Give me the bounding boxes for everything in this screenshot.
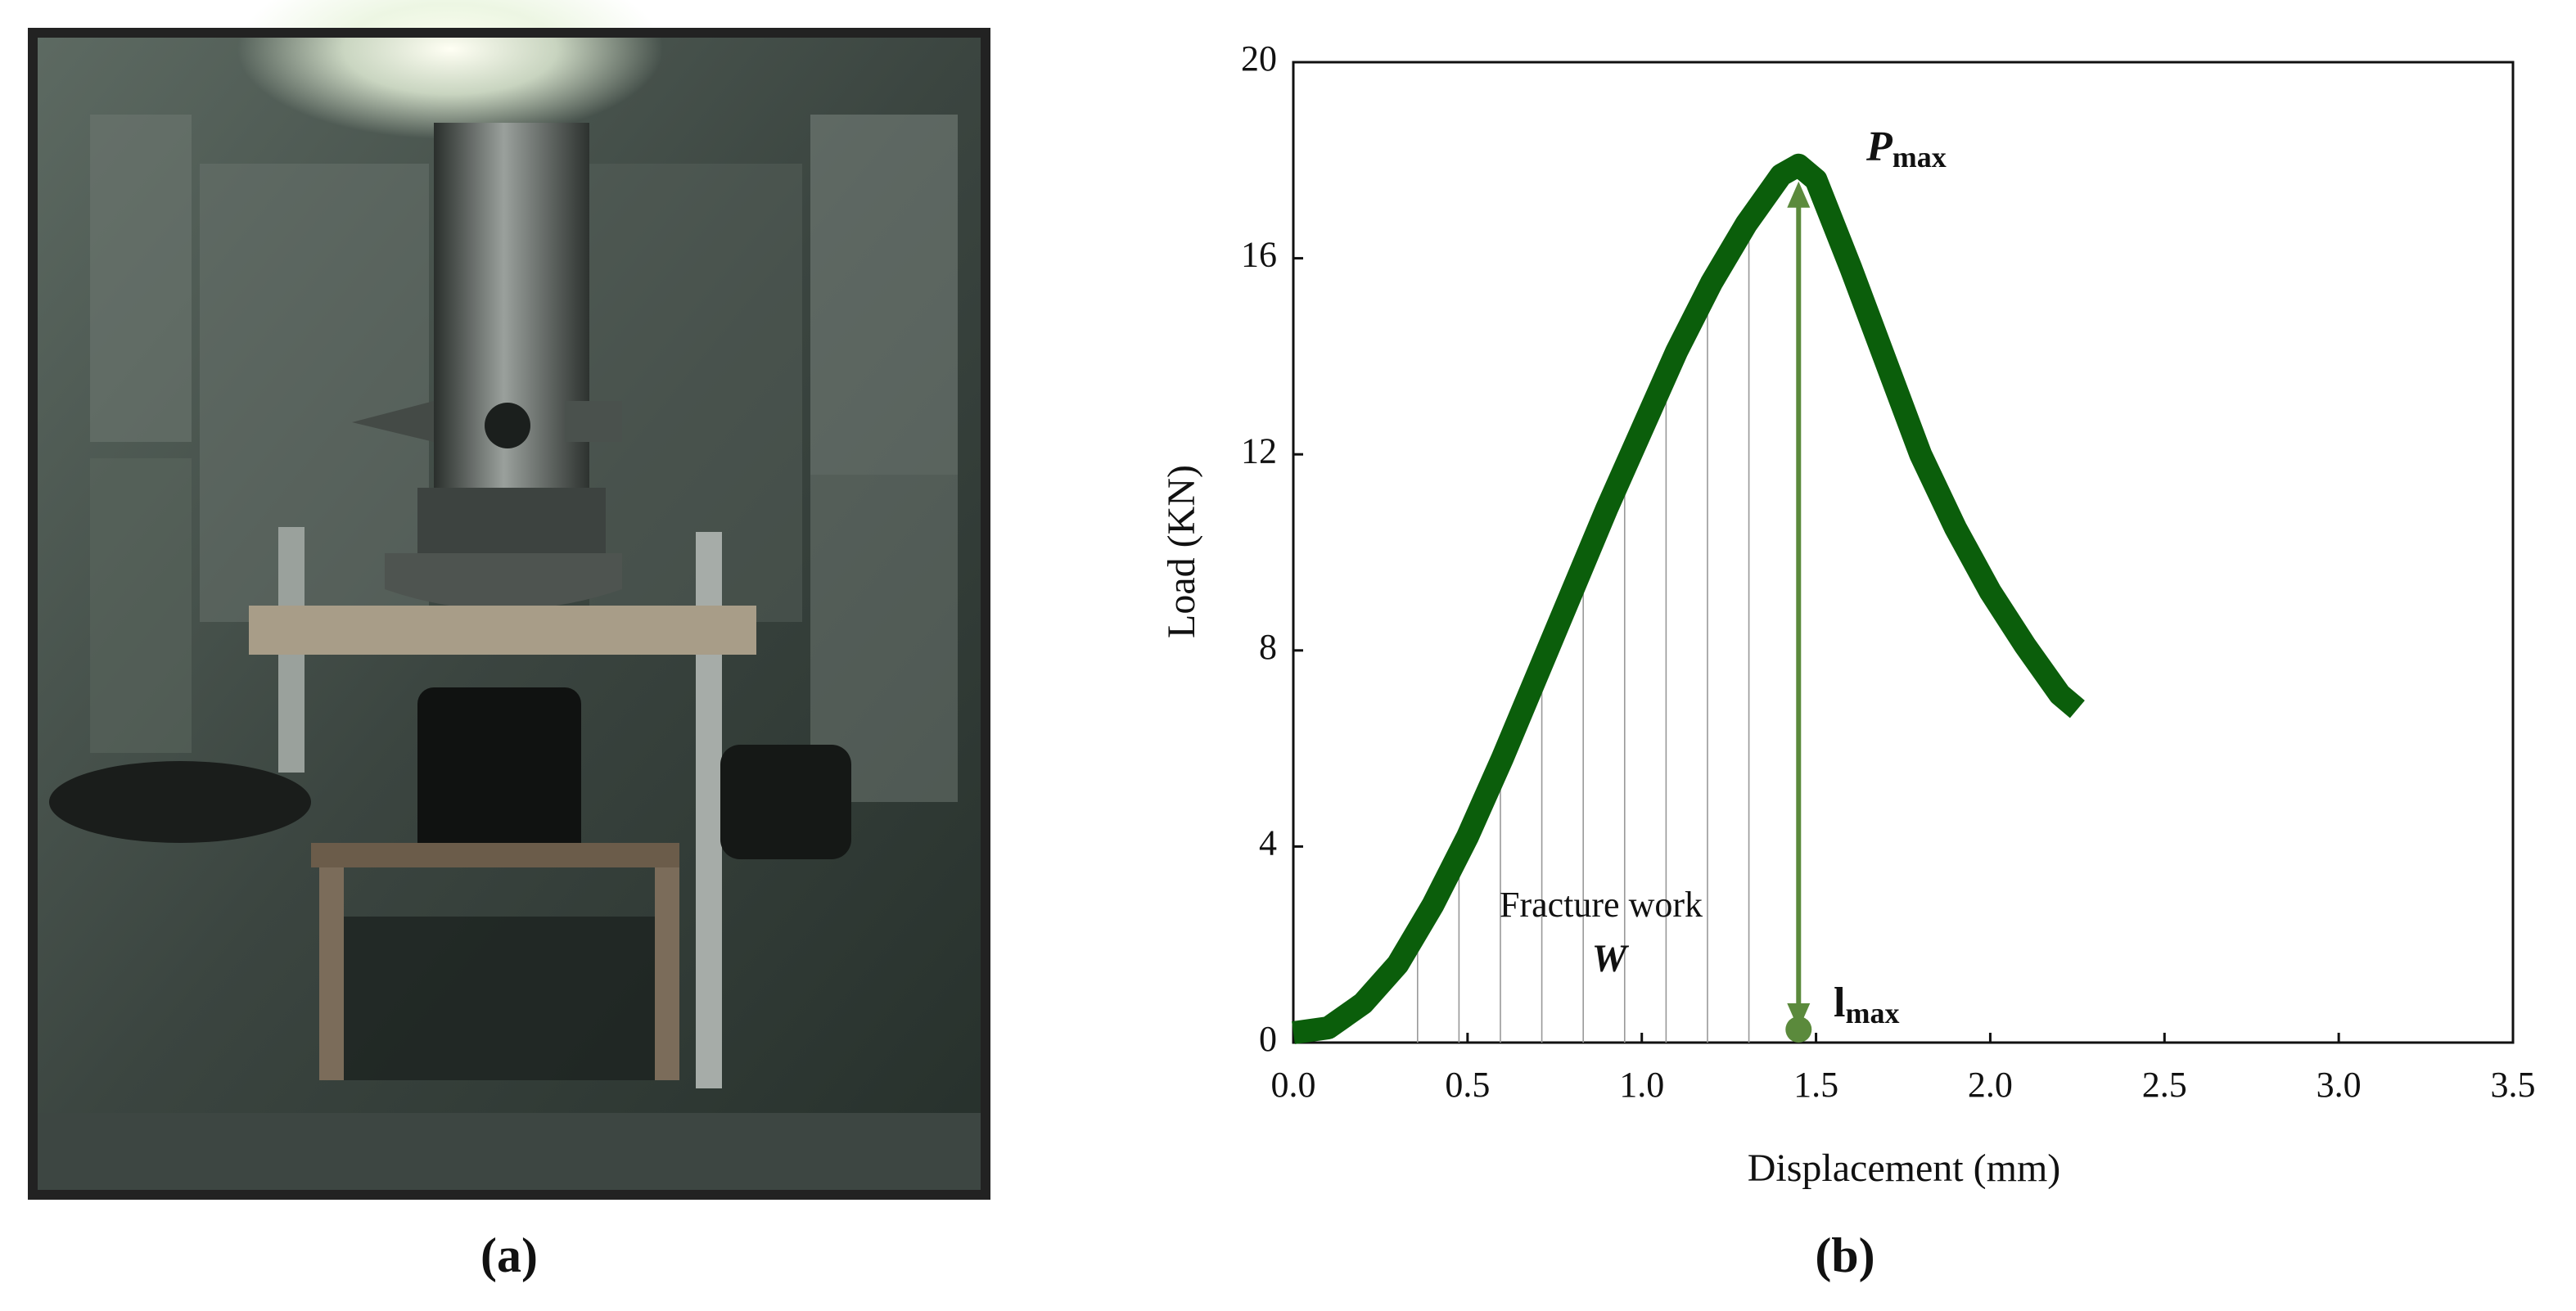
x-tick-label: 2.5 (2142, 1065, 2187, 1105)
y-tick-label: 16 (1241, 235, 1277, 275)
annotation: W (1592, 937, 1630, 980)
y-tick-label: 20 (1241, 38, 1277, 79)
y-axis-title: Load (KN) (1160, 465, 1203, 638)
y-tick-label: 12 (1241, 430, 1277, 471)
x-axis-title: Displacement (mm) (1748, 1147, 2061, 1190)
x-tick-label: 0.0 (1271, 1065, 1316, 1105)
annotation-sub: max (1893, 141, 1947, 173)
y-tick-label: 4 (1259, 822, 1277, 863)
x-tick-label: 1.0 (1619, 1065, 1664, 1105)
peak-foot (1785, 1016, 1812, 1043)
annotation-sub: max (1845, 997, 1899, 1029)
annotation-text: l (1834, 980, 1845, 1026)
y-tick-label: 0 (1259, 1019, 1277, 1059)
x-tick-label: 1.5 (1793, 1065, 1838, 1105)
annotation: Pmax (1865, 124, 1947, 173)
y-tick-label: 8 (1259, 627, 1277, 667)
x-tick-label: 2.0 (1968, 1065, 2013, 1105)
plot-frame (1292, 61, 2515, 1044)
caption: (b) (1815, 1228, 1874, 1282)
annotation: Fracture work (1500, 885, 1703, 925)
x-tick-label: 3.0 (2317, 1065, 2362, 1105)
arrow-head (1787, 181, 1811, 208)
load-curve (1292, 153, 2085, 1044)
x-tick-label: 0.5 (1445, 1065, 1490, 1105)
x-tick-label: 3.5 (2491, 1065, 2536, 1105)
annotation-text: P (1865, 124, 1893, 170)
caption: (a) (480, 1228, 538, 1282)
annotation: lmax (1834, 980, 1899, 1029)
photo (28, 0, 990, 1200)
